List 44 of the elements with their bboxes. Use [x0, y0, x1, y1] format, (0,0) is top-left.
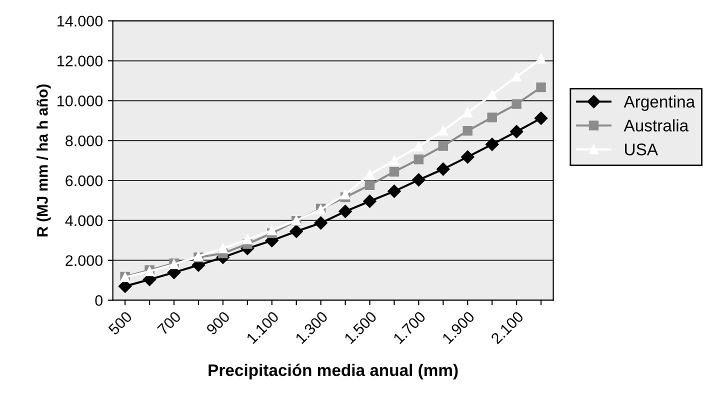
point — [414, 142, 424, 152]
y-tick-label: 12.000 — [58, 56, 103, 66]
point — [218, 243, 228, 254]
point — [242, 234, 252, 244]
x-tick-label: 900 — [206, 310, 230, 336]
y-tick-label: 6.000 — [66, 175, 103, 186]
y-tick-label: 0 — [95, 295, 103, 306]
point — [388, 184, 401, 198]
point — [314, 216, 328, 230]
point — [487, 90, 497, 100]
point — [461, 150, 474, 164]
y-tick-label: 4.000 — [65, 215, 103, 226]
point — [389, 166, 400, 177]
point — [462, 126, 472, 136]
point — [267, 226, 277, 236]
y-axis-title: R (MJ mm / ha h año) — [36, 84, 51, 236]
point — [364, 180, 375, 190]
point — [414, 154, 424, 164]
legend-label: Australia — [624, 119, 689, 132]
point — [536, 54, 546, 64]
x-tick-label: 500 — [108, 310, 133, 336]
point — [364, 170, 375, 180]
point — [512, 99, 522, 109]
y-tick-label: 2.000 — [66, 255, 103, 266]
x-axis-title: Precipitación media anual (mm) — [208, 364, 458, 380]
point — [363, 194, 376, 208]
point — [436, 162, 450, 176]
y-tick-label: 14.000 — [58, 16, 103, 27]
point — [510, 125, 524, 138]
y-tick-label: 10.000 — [58, 96, 103, 106]
point — [338, 204, 352, 218]
point — [412, 173, 426, 186]
point — [534, 112, 548, 125]
point — [487, 112, 497, 122]
legend-label: Argentina — [624, 95, 696, 111]
x-tick-label: 700 — [156, 310, 182, 336]
point — [389, 156, 400, 166]
y-tick-label: 8.000 — [66, 135, 103, 146]
legend-label: USA — [625, 144, 658, 156]
point — [486, 138, 499, 151]
point — [536, 82, 546, 92]
point — [290, 224, 303, 238]
point — [340, 190, 350, 200]
point — [438, 141, 448, 151]
